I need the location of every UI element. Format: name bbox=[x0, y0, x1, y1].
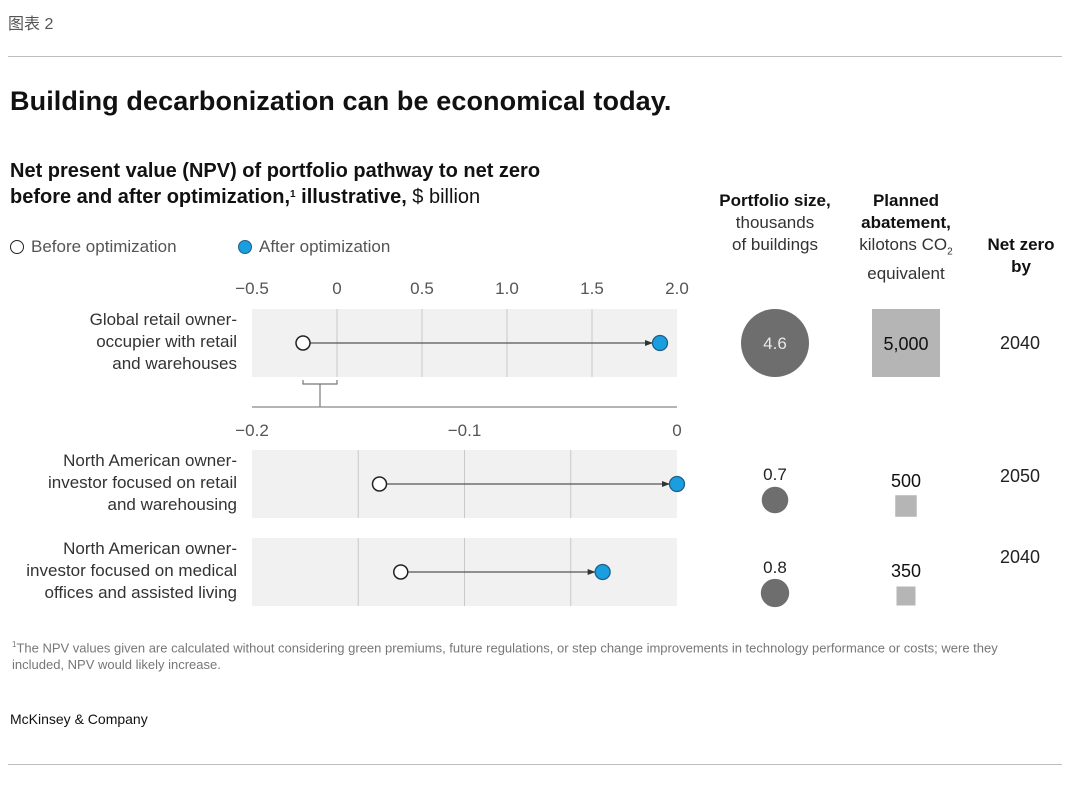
axis-tick-label-bottom: 0 bbox=[672, 421, 681, 440]
abatement-header-bold: Planned bbox=[872, 191, 940, 210]
before-point bbox=[295, 335, 311, 351]
subtitle-bold-b: illustrative, bbox=[295, 186, 407, 208]
chart-title: Building decarbonization can be economic… bbox=[10, 86, 672, 116]
column-header-abatement: Planned abatement, kilotons CO2 equivale… bbox=[840, 190, 972, 285]
row-label-2: North American owner- investor focused o… bbox=[0, 450, 237, 516]
row-label-line: North American owner- bbox=[63, 539, 237, 558]
bottom-divider bbox=[8, 764, 1062, 765]
subtitle-line-2: before and after optimization,1 illustra… bbox=[10, 184, 540, 210]
row-label-line: and warehousing bbox=[107, 495, 237, 514]
footnote-ref: 1 bbox=[290, 189, 296, 200]
top-divider bbox=[8, 56, 1062, 57]
abatement-label: 350 bbox=[891, 561, 921, 581]
abatement-header-line: equivalent bbox=[867, 264, 945, 284]
before-point bbox=[371, 476, 388, 492]
portfolio-size-circle bbox=[761, 486, 789, 514]
subtitle-unit: $ billion bbox=[406, 186, 481, 208]
abatement-square bbox=[872, 309, 940, 377]
abatement-square bbox=[895, 495, 917, 517]
subtitle-bold: before and after optimization, bbox=[10, 186, 291, 208]
before-point bbox=[393, 564, 409, 580]
row-label-line: investor focused on retail bbox=[48, 473, 237, 492]
axis-tick-label-bottom: −0.1 bbox=[448, 421, 482, 440]
legend-after-label: After optimization bbox=[259, 237, 391, 256]
portfolio-size-circle bbox=[760, 578, 790, 608]
portfolio-header-line: thousands bbox=[735, 213, 815, 232]
axis-tick-label-bottom: −0.2 bbox=[235, 421, 269, 440]
legend-before-label: Before optimization bbox=[31, 237, 177, 256]
portfolio-size-label: 0.8 bbox=[763, 558, 787, 577]
netzero-row-1: 2040 bbox=[999, 333, 1041, 353]
axis-tick-label-top: 0 bbox=[332, 279, 341, 298]
chart-subtitle: Net present value (NPV) of portfolio pat… bbox=[10, 158, 540, 210]
footnote-mark: 1 bbox=[12, 640, 17, 649]
zoom-bracket bbox=[302, 380, 338, 385]
abatement-header-line: kilotons CO bbox=[859, 235, 948, 254]
netzero-header-bold: Net zero bbox=[987, 235, 1055, 254]
brand-logo-text: McKinsey & Company bbox=[10, 711, 148, 727]
row-label-line: occupier with retail bbox=[96, 332, 237, 351]
open-circle-icon bbox=[10, 240, 24, 254]
footnote: 1The NPV values given are calculated wit… bbox=[12, 636, 1032, 673]
portfolio-size-label: 4.6 bbox=[763, 334, 787, 353]
row-label-line: North American owner- bbox=[63, 451, 237, 470]
legend-before: Before optimization bbox=[10, 237, 177, 257]
column-header-portfolio: Portfolio size, thousands of buildings bbox=[715, 190, 835, 256]
after-point bbox=[668, 475, 686, 493]
abatement-header-bold: abatement, bbox=[861, 213, 951, 232]
footnote-text: The NPV values given are calculated with… bbox=[12, 640, 998, 673]
axis-tick-label-top: −0.5 bbox=[235, 279, 269, 298]
row-label-line: investor focused on medical bbox=[26, 561, 237, 580]
axis-tick-label-top: 1.0 bbox=[495, 279, 519, 298]
exhibit-label: 图表 2 bbox=[8, 16, 54, 33]
portfolio-header-bold: Portfolio size, bbox=[719, 191, 831, 210]
portfolio-header-line: of buildings bbox=[731, 235, 818, 254]
netzero-row-3: 2040 bbox=[999, 547, 1041, 567]
row-label-line: and warehouses bbox=[112, 354, 237, 373]
axis-tick-label-top: 1.5 bbox=[580, 279, 604, 298]
abatement-label: 5,000 bbox=[883, 334, 928, 354]
row-label-line: offices and assisted living bbox=[44, 583, 237, 602]
row-label-1: Global retail owner- occupier with retai… bbox=[0, 309, 237, 375]
axis-tick-label-top: 2.0 bbox=[665, 279, 689, 298]
portfolio-size-circle bbox=[741, 309, 809, 377]
after-point bbox=[651, 334, 669, 352]
after-point bbox=[594, 563, 611, 581]
co2-subscript: 2 bbox=[947, 246, 953, 258]
abatement-label: 500 bbox=[891, 471, 921, 491]
netzero-header-bold: by bbox=[1011, 257, 1031, 276]
row-label-line: Global retail owner- bbox=[89, 310, 237, 329]
netzero-row-2: 2050 bbox=[999, 466, 1041, 486]
legend-after: After optimization bbox=[238, 237, 390, 257]
filled-circle-icon bbox=[238, 240, 252, 254]
abatement-square bbox=[896, 586, 916, 606]
portfolio-size-label: 0.7 bbox=[763, 465, 787, 484]
subtitle-line-1: Net present value (NPV) of portfolio pat… bbox=[10, 160, 541, 182]
row-label-3: North American owner- investor focused o… bbox=[0, 538, 237, 604]
column-header-netzero: Net zero by bbox=[975, 234, 1067, 278]
axis-tick-label-top: 0.5 bbox=[410, 279, 434, 298]
